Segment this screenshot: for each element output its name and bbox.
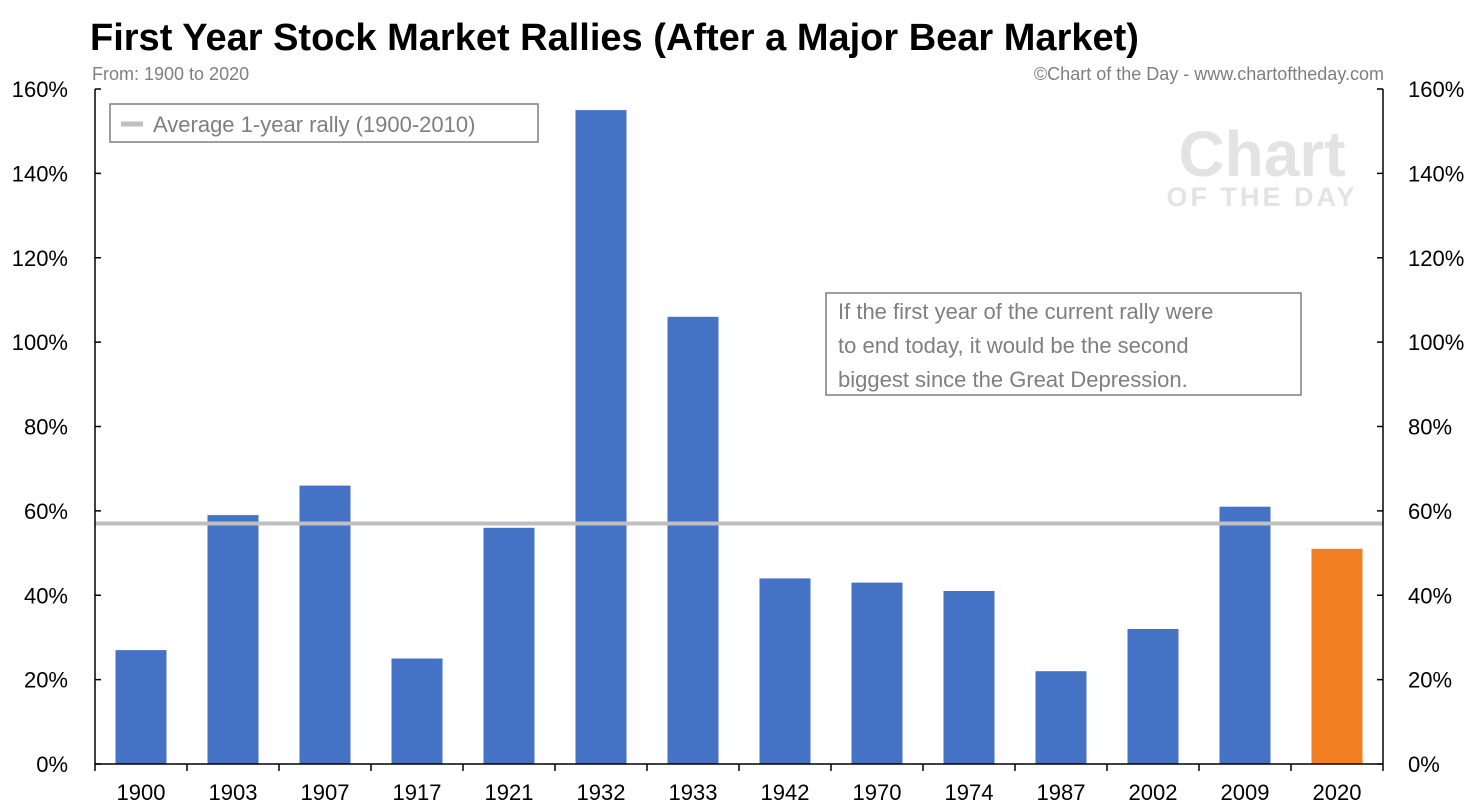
- y-tick-label-right: 120%: [1408, 246, 1464, 271]
- bar-1933: [667, 316, 719, 764]
- bar-1970: [851, 582, 903, 764]
- bar-1987: [1035, 671, 1087, 764]
- legend-box: [109, 103, 539, 143]
- x-tick-label-1974: 1974: [945, 780, 994, 805]
- y-tick-label-right: 160%: [1408, 77, 1464, 102]
- y-tick-label-left: 60%: [24, 499, 68, 524]
- bar-1974: [943, 591, 995, 764]
- x-axis-ticks: 1900 1903 1907 1917 1921 1932 1933 1942 1970 1974…: [94, 764, 1384, 805]
- watermark-logo: Chart OF THE DAY: [1166, 118, 1357, 212]
- bar-1942: [759, 578, 811, 764]
- y-tick-label-right: 0%: [1408, 752, 1440, 777]
- x-tick-label-1970: 1970: [853, 780, 902, 805]
- legend-label: Average 1-year rally (1900-2010): [153, 112, 475, 137]
- y-tick-label-left: 0%: [36, 752, 68, 777]
- y-tick-label-left: 160%: [12, 77, 68, 102]
- x-tick-label-2002: 2002: [1129, 780, 1178, 805]
- y-axis-right-ticks: 0% 20% 40% 60% 80% 100% 120% 140% 160%: [1377, 77, 1464, 777]
- y-tick-label-right: 60%: [1408, 499, 1452, 524]
- bar-2009: [1219, 506, 1271, 764]
- chart-title: First Year Stock Market Rallies (After a…: [90, 17, 1139, 59]
- x-tick-label-1900: 1900: [117, 780, 166, 805]
- x-tick-label-1917: 1917: [393, 780, 442, 805]
- x-tick-label-1921: 1921: [485, 780, 534, 805]
- bar-1907: [299, 485, 351, 764]
- x-tick-label-2020: 2020: [1313, 780, 1362, 805]
- y-tick-label-left: 20%: [24, 668, 68, 693]
- y-tick-label-right: 20%: [1408, 668, 1452, 693]
- y-tick-label-right: 80%: [1408, 415, 1452, 440]
- x-tick-label-1987: 1987: [1037, 780, 1086, 805]
- x-tick-label-1942: 1942: [761, 780, 810, 805]
- y-tick-label-right: 100%: [1408, 330, 1464, 355]
- watermark-line2: OF THE DAY: [1166, 182, 1357, 212]
- y-tick-label-right: 140%: [1408, 161, 1464, 186]
- y-tick-label-left: 140%: [12, 161, 68, 186]
- annotation-border: [825, 292, 1302, 396]
- chart-subtitle: From: 1900 to 2020: [92, 64, 249, 84]
- legend: Average 1-year rally (1900-2010): [109, 103, 539, 143]
- watermark-line1: Chart: [1178, 118, 1345, 190]
- y-tick-label-left: 120%: [12, 246, 68, 271]
- bars: [115, 110, 1363, 765]
- x-tick-label-1903: 1903: [209, 780, 258, 805]
- bar-2020: [1311, 548, 1363, 764]
- y-tick-label-right: 40%: [1408, 583, 1452, 608]
- x-tick-label-2009: 2009: [1221, 780, 1270, 805]
- chart-source: ©Chart of the Day - www.chartoftheday.co…: [1034, 64, 1384, 84]
- y-tick-label-left: 40%: [24, 583, 68, 608]
- y-axis-left-ticks: 0% 20% 40% 60% 80% 100% 120% 140% 160%: [12, 77, 101, 777]
- bar-1917: [391, 658, 443, 764]
- annotation-line-1: If the first year of the current rally w…: [838, 299, 1213, 324]
- y-tick-label-left: 80%: [24, 415, 68, 440]
- x-tick-label-1932: 1932: [577, 780, 626, 805]
- bar-1932: [575, 110, 627, 765]
- bar-1903: [207, 515, 259, 764]
- annotation-line-2: to end today, it would be the second: [838, 333, 1189, 358]
- bar-1900: [115, 650, 167, 764]
- x-tick-label-1907: 1907: [301, 780, 350, 805]
- y-tick-label-left: 100%: [12, 330, 68, 355]
- bar-1921: [483, 527, 535, 765]
- x-tick-label-1933: 1933: [669, 780, 718, 805]
- annotation-line-3: biggest since the Great Depression.: [838, 367, 1188, 392]
- annotation-box: If the first year of the current rally w…: [825, 292, 1302, 396]
- bar-2002: [1127, 629, 1179, 764]
